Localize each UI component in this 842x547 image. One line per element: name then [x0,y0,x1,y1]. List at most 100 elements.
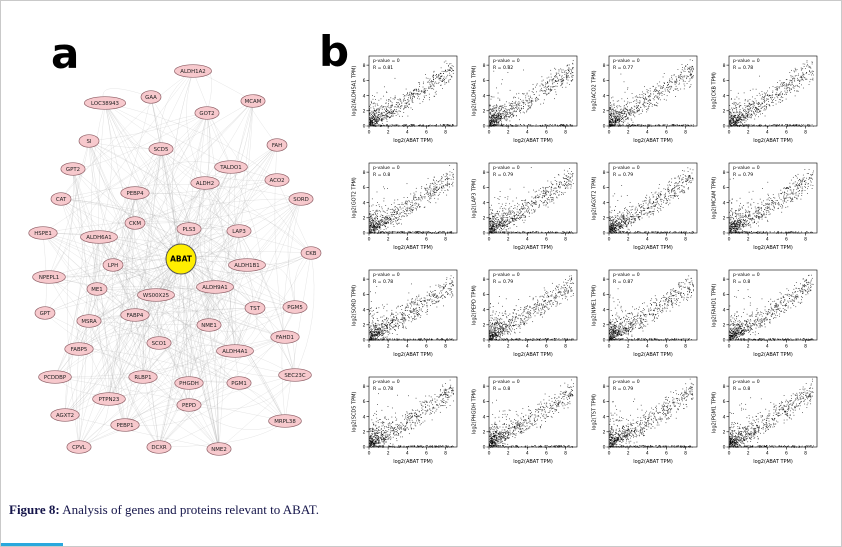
scatter-plot: log2(ALDH6A1 TPM) log2(ABAT TPM) p-value =… [469,51,586,155]
stats-annotation: p-value = 0 R = 0.8 [733,273,760,285]
network-edge [104,102,278,181]
stats-annotation: p-value = 0 R = 0.87 [613,273,640,285]
gene-node: PHGDH [174,376,204,390]
network-edge [88,140,286,422]
y-axis-label: log2(FAHD1 TPM) [711,283,718,327]
network-edge [88,140,248,266]
caption-label: Figure 8: [9,502,60,517]
stats-annotation: p-value = 0 R = 0.79 [613,380,640,392]
gene-node-label: AGXT2 [56,413,74,419]
x-axis-label: log2(ABAT TPM) [753,245,793,251]
gene-node-label: LAP3 [232,229,246,235]
gene-node: PCDDBP [38,370,72,384]
network-edge [48,168,74,278]
gene-node-label: FABP4 [127,313,144,319]
gene-node: NME2 [206,442,232,456]
network-edge [88,140,136,316]
network-edge [72,168,160,448]
network-edge [142,252,312,378]
gene-node-label: FAHD1 [276,335,294,341]
network-edge [64,230,240,416]
network-edge [155,198,302,296]
gene-node-label: GOT2 [199,111,214,117]
gene-node-label: NME2 [211,447,227,453]
network-edge [188,404,286,430]
network-edge [206,112,312,254]
network-edge [104,102,232,168]
gene-node: SEC23C [278,368,312,382]
network-edge [150,96,296,376]
network-edge [98,236,286,338]
y-axis-label: log2(GOT2 TPM) [351,177,358,219]
network-edge [180,252,312,274]
gene-node-label: MRPL38 [274,419,296,425]
scatter-plot: log2(NME1 TPM) log2(ABAT TPM) p-value = 0 … [589,265,706,369]
network-edge [234,306,296,352]
y-axis-label: log2(NME1 TPM) [591,284,598,326]
gene-node: DCXR [146,440,172,454]
network-edge [188,230,240,384]
network-edge [206,112,236,352]
gene-node-label: LOC38943 [91,101,119,107]
x-axis-label: log2(ABAT TPM) [633,352,673,358]
network-edge [88,320,160,448]
network-edge [124,294,157,426]
network-edge [42,220,240,234]
gene-node: FAHD1 [270,330,300,344]
network-edge [88,140,296,308]
network-edge [209,286,240,384]
scatter-plot: log2(SCD5 TPM) log2(ABAT TPM) p-value = 0 … [349,372,466,476]
gene-node: TST [244,301,266,315]
network-edge [48,251,312,278]
network-edge [88,320,220,450]
network-edge [64,192,136,416]
gene-node-label: SCD5 [154,147,169,153]
network-edge [108,182,206,400]
gene-node: FABP4 [120,308,150,322]
scatter-canvas [589,51,706,155]
gene-node-label: PEBP4 [126,191,144,197]
network-edge [78,324,210,350]
network-edge [72,168,160,344]
gene-node-label: PEBP1 [116,423,133,429]
y-axis-label: log2(CKB TPM) [711,72,718,110]
network-edge [192,70,232,168]
gene-node: LOC38943 [83,96,127,110]
network-edge [142,286,216,378]
network-edge [44,312,240,384]
scatter-plot: log2(ACO2 TPM) log2(ABAT TPM) p-value = 0 … [589,51,706,155]
gene-node: LAP3 [226,224,252,238]
gene-node: MRPL38 [268,414,302,428]
gene-node: LPH [102,258,124,272]
footer-accent-line [1,543,63,546]
network-edge [64,307,256,416]
network-edge [234,100,254,266]
gene-node-label: ALDH1A2 [180,69,205,75]
network-edge [108,230,240,400]
network-edge [104,102,216,288]
network-edge [48,276,236,352]
network-edge [78,264,248,350]
stats-annotation: p-value = 0 R = 0.8 [373,166,400,178]
gene-node-label: CKM [129,221,141,227]
network-edge [98,102,112,238]
network-edge [78,336,286,448]
network-edge [96,230,240,290]
scatter-canvas [469,51,586,155]
network-edge [284,252,312,422]
network-edge [142,198,302,378]
gene-node: FAH [266,138,288,152]
network-edge [134,314,296,376]
network-edge [42,232,220,450]
network-edge [188,228,286,422]
network-edge [134,192,286,422]
gene-node-label: MCAM [245,99,262,105]
gene-node: SI [78,134,100,148]
network-edge [150,96,182,260]
y-axis-label: log2(PGM1 TPM) [711,391,718,433]
network-edge [88,140,190,384]
network-edge [134,192,220,450]
gene-node-label: GAA [145,95,157,101]
network-edge [98,236,160,448]
gene-node-label: FAH [272,143,282,149]
